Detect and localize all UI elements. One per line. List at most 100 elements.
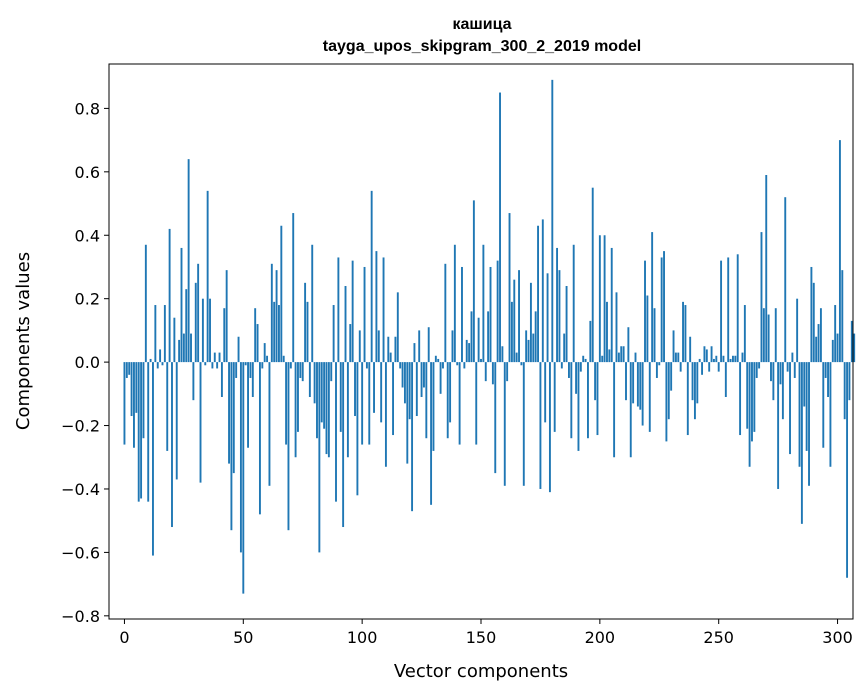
- bar: [287, 362, 290, 531]
- bar: [608, 349, 611, 363]
- bar: [128, 362, 131, 375]
- bar: [211, 362, 214, 369]
- bar: [399, 362, 402, 369]
- bar: [760, 232, 763, 363]
- bar: [403, 362, 406, 404]
- bar: [789, 362, 791, 455]
- bar: [201, 298, 204, 363]
- bar: [230, 362, 233, 531]
- bar: [244, 362, 247, 366]
- bar: [318, 362, 321, 553]
- x-tick-label: 50: [233, 628, 253, 647]
- bar: [701, 362, 704, 375]
- bar: [572, 244, 575, 363]
- bar: [292, 213, 295, 363]
- bar: [415, 362, 418, 417]
- bar: [715, 355, 718, 363]
- bar: [784, 197, 787, 363]
- bar: [225, 270, 228, 363]
- bar: [582, 355, 585, 363]
- y-tick-label: 0.2: [75, 290, 100, 309]
- bar: [827, 362, 829, 397]
- bar: [423, 362, 425, 388]
- bar: [437, 358, 440, 363]
- bar: [370, 190, 373, 363]
- bar: [674, 352, 677, 363]
- bar: [617, 352, 620, 363]
- bar: [651, 232, 654, 363]
- bar: [168, 228, 171, 363]
- bar: [613, 362, 616, 458]
- bar: [622, 346, 625, 363]
- bar: [670, 362, 673, 391]
- bar: [375, 251, 378, 363]
- bar: [413, 343, 416, 363]
- bar: [175, 362, 178, 480]
- bar: [458, 362, 461, 445]
- bar: [808, 362, 810, 486]
- bar: [130, 362, 133, 417]
- bar: [332, 305, 335, 363]
- bar: [408, 362, 411, 420]
- bar: [831, 339, 834, 363]
- bar: [556, 247, 559, 363]
- bar: [551, 79, 554, 363]
- bar: [311, 244, 314, 363]
- bar: [392, 362, 394, 436]
- bar: [192, 362, 195, 401]
- bar: [354, 362, 356, 417]
- bar: [294, 362, 297, 458]
- bar: [779, 362, 782, 385]
- bar: [658, 362, 661, 366]
- bar: [456, 362, 459, 366]
- bar: [282, 355, 285, 363]
- bar: [384, 362, 387, 467]
- bar: [838, 140, 841, 363]
- bar: [770, 362, 772, 382]
- bar: [563, 333, 566, 363]
- bar: [644, 260, 646, 363]
- bar: [537, 225, 539, 363]
- bar: [522, 362, 525, 486]
- chart-subtitle: tayga_upos_skipgram_300_2_2019 model: [323, 38, 641, 55]
- bar: [672, 330, 675, 363]
- bar: [570, 362, 573, 439]
- bar: [351, 260, 354, 363]
- bar: [213, 352, 216, 363]
- bar: [841, 270, 844, 363]
- bar: [358, 330, 361, 363]
- bar: [705, 349, 708, 363]
- bar: [206, 190, 209, 363]
- bar: [848, 362, 851, 401]
- bar: [494, 362, 497, 474]
- bar: [653, 308, 656, 363]
- bar: [316, 362, 318, 439]
- bar: [553, 362, 556, 432]
- bar: [209, 298, 211, 363]
- bar: [510, 301, 513, 363]
- bar: [836, 333, 839, 363]
- bar: [468, 343, 471, 363]
- bar: [299, 362, 302, 378]
- bar: [501, 346, 504, 363]
- chart-title: кашица: [452, 16, 511, 33]
- bar: [639, 362, 642, 410]
- bar: [734, 355, 737, 363]
- bar: [197, 263, 200, 363]
- bar: [256, 324, 259, 363]
- bar: [480, 358, 482, 363]
- plot-area-frame: [108, 63, 854, 620]
- bar: [853, 333, 856, 363]
- bar: [499, 92, 501, 363]
- bar: [235, 362, 238, 378]
- bar: [558, 270, 561, 363]
- bar: [727, 257, 730, 363]
- bar: [677, 352, 680, 363]
- bar: [306, 301, 309, 363]
- bar: [185, 289, 188, 363]
- bar: [772, 362, 775, 401]
- bar: [746, 362, 749, 429]
- bar: [834, 305, 837, 363]
- bar: [698, 358, 701, 363]
- bar: [594, 362, 597, 401]
